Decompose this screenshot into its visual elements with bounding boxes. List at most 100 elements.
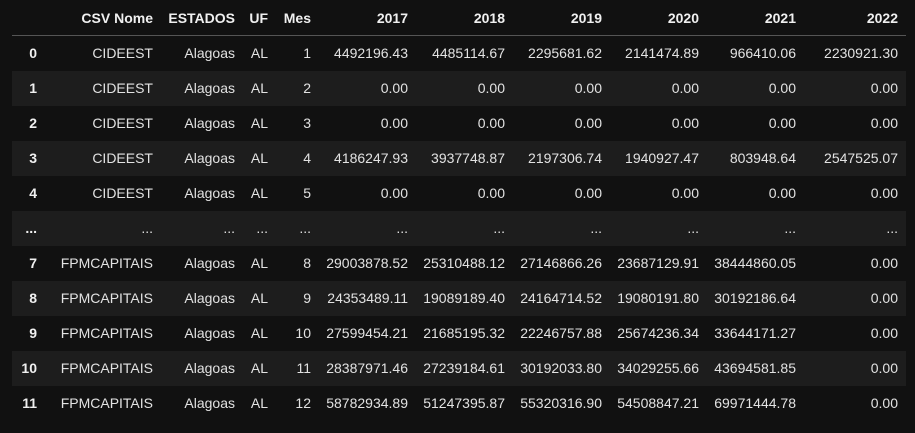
table-cell: ... <box>493 220 505 236</box>
table-cell: FPMCAPITAIS <box>60 395 153 411</box>
table-cell: 30192033.80 <box>520 360 602 376</box>
table-cell: 0.00 <box>768 115 796 131</box>
row-index: 8 <box>29 290 37 306</box>
table-cell: ... <box>687 220 699 236</box>
header-row: CSV Nome ESTADOS UF Mes 2017 2018 2019 2020 2021… <box>12 0 906 36</box>
table-cell: Alagoas <box>184 185 235 201</box>
column-header: 2018 <box>416 0 513 36</box>
table-cell: 19080191.80 <box>617 290 699 306</box>
table-cell: FPMCAPITAIS <box>60 360 153 376</box>
table-row: 10 FPMCAPITAIS Alagoas AL 11 28387971.46 27239… <box>12 350 906 386</box>
table-cell: 0.00 <box>380 115 408 131</box>
table-cell: 0.00 <box>870 360 898 376</box>
table-cell: ... <box>590 220 602 236</box>
table-row: 9 FPMCAPITAIS Alagoas AL 10 27599454.21 216851… <box>12 315 906 351</box>
table-cell: 30192186.64 <box>714 290 796 306</box>
table-cell: 0.00 <box>574 185 602 201</box>
table-row: 2 CIDEEST Alagoas AL 3 0.00 0.00 0.00 0.00 0.00 0.… <box>12 105 906 141</box>
table-cell: 4 <box>303 150 311 166</box>
table-cell: 2295681.62 <box>528 45 602 62</box>
table-cell: ... <box>256 220 268 236</box>
table-cell: 28387971.46 <box>326 360 408 376</box>
table-cell: 1 <box>303 45 311 62</box>
table-cell: AL <box>250 255 268 271</box>
table-cell: ... <box>784 220 796 236</box>
table-body: 0 CIDEEST Alagoas AL 1 4492196.43 4485114.67 22… <box>12 35 906 421</box>
table-cell: 25310488.12 <box>423 255 505 271</box>
table-cell: 23687129.91 <box>617 255 699 271</box>
table-cell: 11 <box>296 360 311 376</box>
table-cell: 12 <box>295 395 311 411</box>
table-cell: 0.00 <box>671 185 699 201</box>
table-cell: 0.00 <box>477 80 505 96</box>
table-cell: 27146866.26 <box>520 255 602 271</box>
table-cell: 0.00 <box>768 185 796 201</box>
table-cell: 21685195.32 <box>423 325 505 341</box>
table-cell: 38444860.05 <box>714 255 796 271</box>
table-cell: 51247395.87 <box>423 395 505 411</box>
table-row: 1 CIDEEST Alagoas AL 2 0.00 0.00 0.00 0.00 0.00 0.… <box>12 70 906 106</box>
table-cell: Alagoas <box>184 150 235 166</box>
table-cell: 0.00 <box>380 185 408 201</box>
table-cell: 25674236.34 <box>617 325 699 341</box>
table-cell: 4186247.93 <box>334 150 408 166</box>
row-index: 0 <box>29 45 37 62</box>
table-row: 3 CIDEEST Alagoas AL 4 4186247.93 3937748.87 21… <box>12 140 906 176</box>
table-cell: CIDEEST <box>92 150 153 166</box>
table-cell: Alagoas <box>184 325 235 341</box>
table-cell: AL <box>250 290 268 306</box>
table-cell: 3937748.87 <box>431 150 505 166</box>
table-row: 11 FPMCAPITAIS Alagoas AL 12 58782934.89 51247… <box>12 385 906 421</box>
column-header: 2022 <box>804 0 906 36</box>
table-cell: ... <box>886 220 898 236</box>
row-index: 10 <box>21 360 37 376</box>
dataframe-output: CSV Nome ESTADOS UF Mes 2017 2018 2019 2020 2021… <box>12 0 906 421</box>
table-cell: Alagoas <box>184 360 235 376</box>
table-cell: 0.00 <box>671 80 699 96</box>
table-cell: 34029255.66 <box>617 360 699 376</box>
table-cell: 4485114.67 <box>432 45 505 62</box>
column-header: ESTADOS <box>161 0 243 36</box>
table-cell: 0.00 <box>870 395 898 411</box>
table-cell: AL <box>250 45 268 62</box>
table-cell: 22246757.88 <box>520 325 602 341</box>
table-cell: Alagoas <box>184 80 235 96</box>
table-cell: 0.00 <box>768 80 796 96</box>
table-cell: FPMCAPITAIS <box>60 255 153 271</box>
table-cell: ... <box>396 220 408 236</box>
table-cell: 0.00 <box>477 185 505 201</box>
table-row: 7 FPMCAPITAIS Alagoas AL 8 29003878.52 2531048… <box>12 245 906 281</box>
table-cell: 55320316.90 <box>520 395 602 411</box>
table-cell: 0.00 <box>870 255 898 271</box>
row-index: 11 <box>22 395 37 411</box>
table-cell: Alagoas <box>184 45 235 62</box>
table-cell: AL <box>250 360 268 376</box>
table-cell: 10 <box>295 325 311 341</box>
table-cell: 3 <box>303 115 311 131</box>
table-cell: FPMCAPITAIS <box>60 325 153 341</box>
table-cell: 54508847.21 <box>617 395 699 411</box>
column-header: UF <box>243 0 276 36</box>
table-cell: 2197306.74 <box>528 150 602 166</box>
table-cell: 0.00 <box>671 115 699 131</box>
table-cell: 2141474.89 <box>625 45 699 62</box>
table-cell: Alagoas <box>184 255 235 271</box>
table-cell: 2230921.30 <box>824 45 898 62</box>
table-cell: 43694581.85 <box>714 360 796 376</box>
table-cell: AL <box>250 185 268 201</box>
table-row: ................................. <box>12 210 906 246</box>
table-cell: 27239184.61 <box>423 360 505 376</box>
table-cell: ... <box>299 220 311 236</box>
table-cell: AL <box>250 150 268 166</box>
table-cell: 0.00 <box>870 80 898 96</box>
table-cell: 29003878.52 <box>326 255 408 271</box>
table-cell: 27599454.21 <box>326 325 408 341</box>
column-header: CSV Nome <box>45 0 161 36</box>
table-cell: 5 <box>303 185 311 201</box>
dataframe-table: CSV Nome ESTADOS UF Mes 2017 2018 2019 2020 2021… <box>12 0 906 421</box>
table-cell: 58782934.89 <box>326 395 408 411</box>
table-cell: CIDEEST <box>92 45 153 62</box>
table-cell: 2 <box>303 80 311 96</box>
column-header: 2020 <box>610 0 707 36</box>
table-row: 0 CIDEEST Alagoas AL 1 4492196.43 4485114.67 22… <box>12 35 906 71</box>
